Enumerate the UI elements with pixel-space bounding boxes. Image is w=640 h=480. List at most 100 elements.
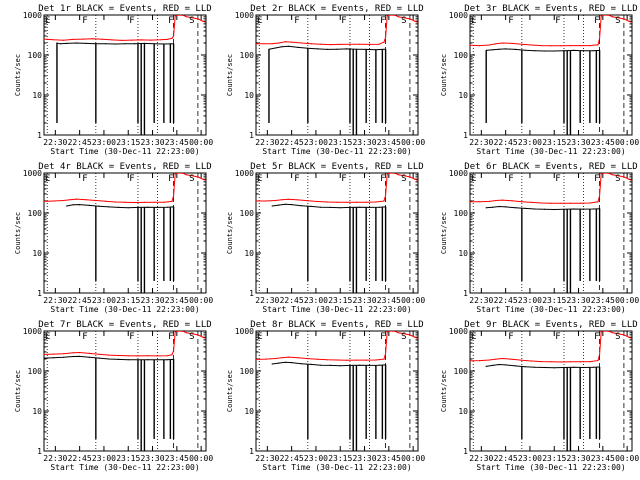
- series-lld-point: [589, 202, 591, 204]
- x-tick-label: 23:45: [165, 138, 189, 147]
- x-tick-label: 23:00: [92, 296, 116, 305]
- series-lld-point: [540, 202, 542, 204]
- x-tick-label: 22:45: [494, 454, 518, 463]
- x-tick-label: 23:45: [591, 454, 615, 463]
- series-events-point: [524, 207, 526, 209]
- flag-label: F: [380, 174, 385, 184]
- x-tick-label: 23:45: [377, 296, 401, 305]
- series-lld-point: [550, 361, 552, 363]
- series-events-point: [88, 356, 90, 358]
- series-events-point: [98, 357, 100, 359]
- y-tick-label: 1000: [23, 11, 42, 20]
- series-events-point: [485, 365, 487, 367]
- x-tick-label: 23:00: [304, 138, 328, 147]
- series-events-line: [486, 205, 600, 211]
- x-tick-label: 00:00: [189, 296, 213, 305]
- series-events-point: [105, 43, 107, 45]
- x-tick-label: 23:15: [542, 296, 566, 305]
- y-tick-label: 1: [37, 447, 42, 456]
- flag-label: F: [341, 174, 346, 184]
- series-lld-point: [44, 200, 45, 202]
- series-lld-point: [383, 200, 385, 202]
- series-events-point: [62, 356, 64, 358]
- series-events-point: [368, 206, 370, 208]
- x-axis-label: Start Time (30-Dec-11 22:23:00): [476, 147, 625, 156]
- series-lld-point: [173, 350, 175, 352]
- panel-det9r: Det 9r BLACK = Events, RED = LLD 1 10 100 10…: [440, 320, 639, 472]
- x-tick-label: 00:00: [615, 138, 639, 147]
- panel-title: Det 7r BLACK = Events, RED = LLD: [38, 320, 211, 330]
- series-events-point: [291, 362, 293, 364]
- series-lld-point: [177, 331, 180, 332]
- series-lld-point: [569, 202, 572, 204]
- series-events-point: [72, 204, 74, 206]
- series-lld-point: [398, 16, 400, 18]
- y-tick-label: 10: [244, 91, 254, 100]
- x-tick-label: 22:30: [469, 454, 493, 463]
- series-lld-point: [479, 201, 481, 203]
- series-lld-point: [44, 38, 45, 40]
- series-lld-point: [101, 38, 103, 40]
- series-lld-point: [579, 361, 581, 363]
- panel-title: Det 9r BLACK = Events, RED = LLD: [464, 320, 637, 330]
- series-lld-point: [317, 358, 319, 360]
- series-lld-point: [173, 35, 175, 37]
- y-tick-label: 100: [240, 367, 255, 376]
- corner-flag-label: E: [45, 16, 50, 26]
- flag-label: F: [129, 332, 134, 342]
- series-lld-point: [470, 44, 471, 46]
- x-tick-label: 23:30: [566, 454, 590, 463]
- series-events-point: [156, 206, 158, 208]
- series-events-point: [271, 205, 273, 207]
- series-events-point: [339, 207, 341, 209]
- series-lld-point: [597, 44, 599, 46]
- flag-label: F: [594, 332, 599, 342]
- series-lld-point: [603, 15, 606, 16]
- y-tick-label: 1: [37, 289, 42, 298]
- series-events-line: [272, 203, 386, 209]
- series-lld-point: [349, 43, 351, 45]
- series-lld-point: [346, 359, 348, 361]
- series-lld-point: [174, 331, 176, 333]
- series-events-point: [498, 48, 500, 50]
- series-lld-point: [75, 198, 77, 200]
- series-events-point: [114, 43, 116, 45]
- series-events-line: [486, 48, 600, 52]
- series-lld-point: [274, 357, 276, 360]
- panel-det1r: Det 1r BLACK = Events, RED = LLD 1 10 100 10…: [14, 4, 213, 156]
- x-tick-label: 23:45: [377, 138, 401, 147]
- series-events-point: [127, 207, 129, 209]
- plot-frame: [469, 330, 633, 452]
- series-events-point: [44, 357, 45, 359]
- series-lld-point: [599, 37, 601, 40]
- series-lld-point: [365, 359, 367, 361]
- x-tick-label: 00:00: [189, 454, 213, 463]
- series-lld-point: [579, 202, 581, 204]
- series-lld-point: [398, 332, 400, 334]
- series-lld-point: [599, 195, 601, 197]
- corner-flag-label: E: [45, 174, 50, 184]
- x-axis-label: Start Time (30-Dec-11 22:23:00): [50, 305, 199, 314]
- x-tick-label: 23:00: [92, 454, 116, 463]
- series-events-point: [166, 206, 168, 208]
- series-lld-point: [160, 39, 162, 41]
- series-lld-point: [256, 200, 257, 202]
- series-lld-point: [495, 43, 497, 45]
- x-tick-label: 22:45: [494, 138, 518, 147]
- series-lld-point: [386, 15, 388, 17]
- series-lld-point: [326, 201, 328, 203]
- series-lld-point: [98, 353, 100, 355]
- corner-flag-label: E: [45, 332, 50, 342]
- series-lld-line: [256, 15, 418, 46]
- plot-area: [256, 15, 418, 135]
- flag-label: F: [129, 174, 134, 184]
- series-events-point: [368, 364, 370, 366]
- series-lld-point: [197, 176, 199, 178]
- series-events-point: [378, 206, 380, 208]
- series-lld-point: [177, 173, 180, 174]
- y-tick-label: 100: [28, 51, 43, 60]
- series-lld-point: [579, 45, 581, 47]
- series-lld-point: [394, 331, 396, 332]
- series-lld-point: [205, 337, 206, 340]
